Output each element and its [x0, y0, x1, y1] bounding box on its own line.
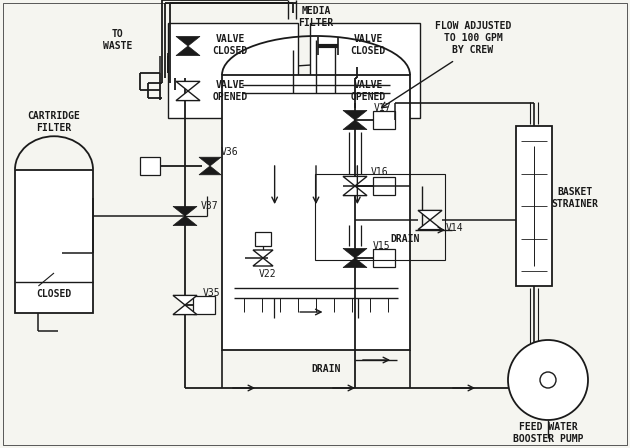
Text: V35: V35 [203, 288, 220, 298]
Bar [516, 126, 552, 286]
Polygon shape [343, 258, 367, 267]
Text: DRAIN: DRAIN [311, 364, 341, 374]
Bar [255, 232, 271, 246]
Polygon shape [176, 82, 200, 91]
Polygon shape [173, 305, 197, 314]
Text: VALVE
OPENED: VALVE OPENED [350, 80, 386, 102]
Bar [168, 23, 298, 118]
Text: V36: V36 [221, 147, 239, 157]
Text: V17: V17 [374, 103, 392, 113]
Text: V15: V15 [373, 241, 391, 251]
Bar [373, 249, 395, 267]
Text: V37: V37 [201, 201, 219, 211]
Bar [373, 177, 395, 195]
Text: VALVE
CLOSED: VALVE CLOSED [350, 34, 386, 56]
Text: CARTRIDGE
FILTER: CARTRIDGE FILTER [28, 111, 81, 133]
Polygon shape [173, 207, 197, 216]
Text: FLOW ADJUSTED
TO 100 GPM
BY CREW: FLOW ADJUSTED TO 100 GPM BY CREW [435, 22, 511, 55]
Bar [310, 23, 420, 118]
Polygon shape [343, 120, 367, 129]
Bar [15, 169, 93, 313]
Circle shape [508, 340, 588, 420]
Text: V14: V14 [446, 223, 464, 233]
Text: V22: V22 [259, 269, 277, 279]
Text: VALVE
OPENED: VALVE OPENED [212, 80, 248, 102]
Polygon shape [343, 177, 367, 186]
Text: FEED WATER
BOOSTER PUMP: FEED WATER BOOSTER PUMP [513, 422, 583, 444]
Polygon shape [176, 36, 200, 46]
Polygon shape [418, 220, 442, 229]
Polygon shape [199, 157, 221, 166]
Text: BASKET
STRAINER: BASKET STRAINER [551, 187, 598, 209]
Text: DRAIN: DRAIN [391, 234, 420, 244]
Polygon shape [173, 295, 197, 305]
Text: CLOSED: CLOSED [37, 289, 72, 299]
Polygon shape [199, 166, 221, 175]
Bar [193, 296, 215, 314]
Text: V16: V16 [371, 167, 389, 177]
Polygon shape [343, 186, 367, 196]
Text: TO
WASTE: TO WASTE [103, 29, 133, 51]
Polygon shape [343, 110, 367, 120]
Text: MEDIA
FILTER: MEDIA FILTER [299, 6, 334, 28]
Polygon shape [418, 211, 442, 220]
Polygon shape [173, 216, 197, 226]
Polygon shape [253, 250, 273, 258]
Bar [373, 111, 395, 129]
Text: VALVE
CLOSED: VALVE CLOSED [212, 34, 248, 56]
Circle shape [540, 372, 556, 388]
Bar [222, 75, 410, 350]
Bar [315, 174, 445, 260]
Polygon shape [176, 46, 200, 56]
Polygon shape [176, 91, 200, 101]
Polygon shape [253, 258, 273, 266]
Bar [140, 157, 160, 175]
Polygon shape [343, 248, 367, 258]
